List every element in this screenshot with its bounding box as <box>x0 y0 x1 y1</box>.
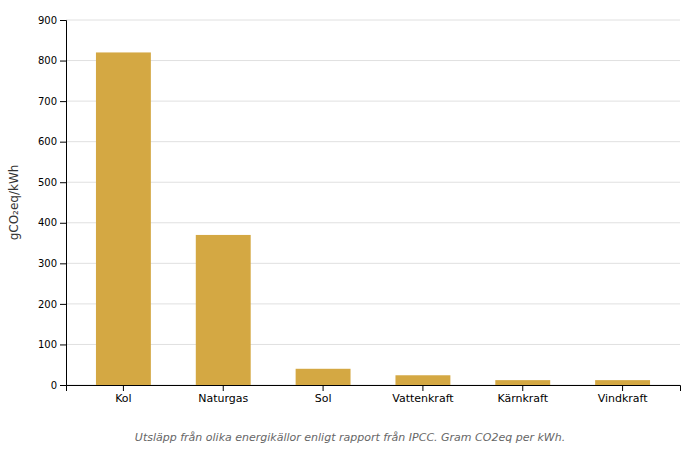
bars <box>96 52 650 385</box>
y-tick-label: 200 <box>38 299 57 310</box>
x-tick-label: Sol <box>315 392 332 405</box>
y-tick-mark <box>60 182 66 183</box>
bar <box>595 380 650 385</box>
y-tick-label: 0 <box>51 380 57 391</box>
y-tick-label: 600 <box>38 136 57 147</box>
grid-line <box>66 101 680 102</box>
grid-line <box>66 141 680 142</box>
y-tick-label: 900 <box>38 15 57 26</box>
y-tick: 200 <box>38 299 66 310</box>
grid <box>66 20 680 385</box>
x-tick-mark <box>223 385 224 391</box>
y-tick-label: 100 <box>38 339 57 350</box>
chart: 0 100 200 300 400 500 600 700 800 900 Kol Naturgas S… <box>0 0 700 451</box>
x-tick-label: Kol <box>115 392 131 405</box>
x-tick: Kol <box>115 385 131 405</box>
y-tick: 800 <box>38 55 66 66</box>
bar <box>495 380 550 385</box>
y-tick: 900 <box>38 15 66 26</box>
y-tick: 500 <box>38 177 66 188</box>
y-tick-label: 500 <box>38 177 57 188</box>
grid-line <box>66 182 680 183</box>
y-tick-mark <box>60 223 66 224</box>
y-tick-mark <box>60 304 66 305</box>
grid-line <box>66 263 680 264</box>
grid-line <box>66 303 680 304</box>
y-tick: 300 <box>38 258 66 269</box>
x-tick: Vattenkraft <box>392 385 454 405</box>
x-tick-label: Vattenkraft <box>392 392 454 405</box>
caption: Utsläpp från olika energikällor enligt r… <box>135 431 565 444</box>
y-tick: 400 <box>38 217 66 228</box>
x-tick-label: Vindkraft <box>598 392 649 405</box>
y-tick-label: 400 <box>38 217 57 228</box>
y-tick: 700 <box>38 96 66 107</box>
y-tick-label: 800 <box>38 55 57 66</box>
grid-line <box>66 222 680 223</box>
bar <box>395 375 450 385</box>
y-axis-title: gCO₂eq/kWh <box>7 165 21 241</box>
y-tick-label: 700 <box>38 96 57 107</box>
x-tick: Vindkraft <box>598 385 649 405</box>
bar <box>96 52 151 385</box>
x-tick-label: Kärnkraft <box>497 392 548 405</box>
grid-line <box>66 60 680 61</box>
x-tick-mark <box>123 385 124 391</box>
y-tick: 600 <box>38 136 66 147</box>
bar <box>196 235 251 385</box>
x-tick: Sol <box>315 385 332 405</box>
y-axis-line <box>60 21 67 386</box>
x-axis: Kol Naturgas Sol Vattenkraft Kärnkraft Vindkr… <box>67 385 681 405</box>
x-tick-mark <box>522 385 523 391</box>
y-axis: 0 100 200 300 400 500 600 700 800 900 <box>38 15 67 391</box>
grid-line <box>66 20 680 21</box>
grid-line <box>66 344 680 345</box>
x-axis-line <box>67 386 681 392</box>
x-tick-label: Naturgas <box>198 392 248 405</box>
y-tick-label: 300 <box>38 258 57 269</box>
plot: 0 100 200 300 400 500 600 700 800 900 Kol Naturgas S… <box>38 15 681 405</box>
y-tick-mark <box>60 61 66 62</box>
y-tick-mark <box>60 20 66 21</box>
y-tick-mark <box>60 344 66 345</box>
y-tick: 0 <box>51 380 66 391</box>
y-tick-mark <box>60 385 66 386</box>
y-tick: 100 <box>38 339 66 350</box>
y-tick-mark <box>60 142 66 143</box>
x-tick: Naturgas <box>198 385 248 405</box>
x-tick-mark <box>622 385 623 391</box>
bar <box>296 369 351 385</box>
x-tick-mark <box>323 385 324 391</box>
x-tick: Kärnkraft <box>497 385 548 405</box>
x-tick-mark <box>422 385 423 391</box>
y-tick-mark <box>60 101 66 102</box>
y-tick-mark <box>60 263 66 264</box>
